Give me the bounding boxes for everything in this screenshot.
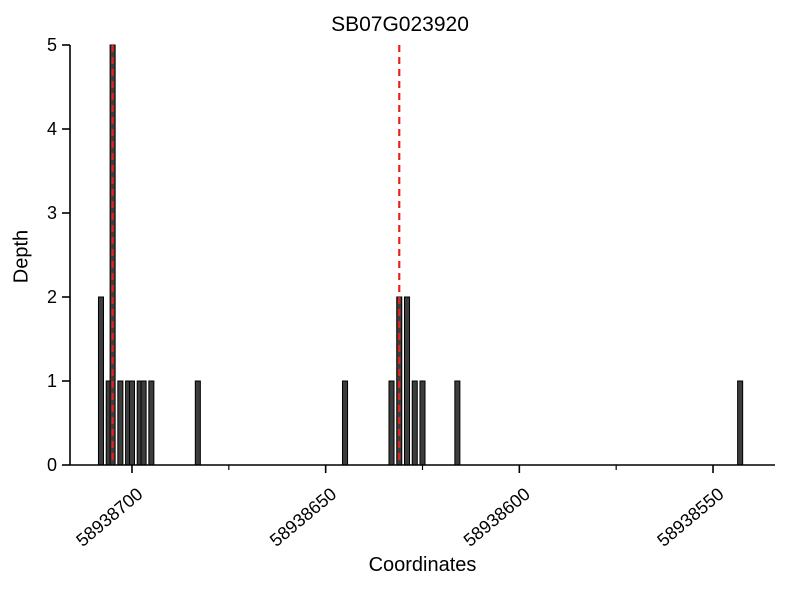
depth-bar: [140, 380, 147, 466]
depth-bar: [411, 380, 418, 466]
y-tick-label: 2: [47, 287, 57, 307]
x-axis-label: Coordinates: [368, 554, 477, 576]
depth-bar: [403, 296, 411, 466]
x-tick-label: 58938700: [72, 484, 146, 551]
x-tick-label: 58938550: [653, 484, 727, 551]
depth-bar: [117, 380, 124, 466]
y-tick-label: 4: [47, 119, 57, 139]
depth-bar: [97, 296, 105, 466]
chart-title: SB07G023920: [331, 13, 469, 36]
x-tick-label: 58938600: [460, 484, 534, 551]
y-tick-label: 0: [47, 455, 57, 475]
depth-bar: [194, 380, 201, 466]
depth-bar: [148, 380, 155, 466]
depth-bar: [342, 380, 349, 466]
y-tick-label: 1: [47, 371, 57, 391]
y-tick-label: 5: [47, 35, 57, 55]
y-tick-label: 3: [47, 203, 57, 223]
depth-bar: [737, 380, 744, 466]
depth-bar: [388, 380, 395, 466]
x-tick-label: 58938650: [266, 484, 340, 551]
depth-bar: [128, 380, 136, 466]
depth-bar: [454, 380, 461, 466]
depth-bar: [419, 380, 426, 466]
